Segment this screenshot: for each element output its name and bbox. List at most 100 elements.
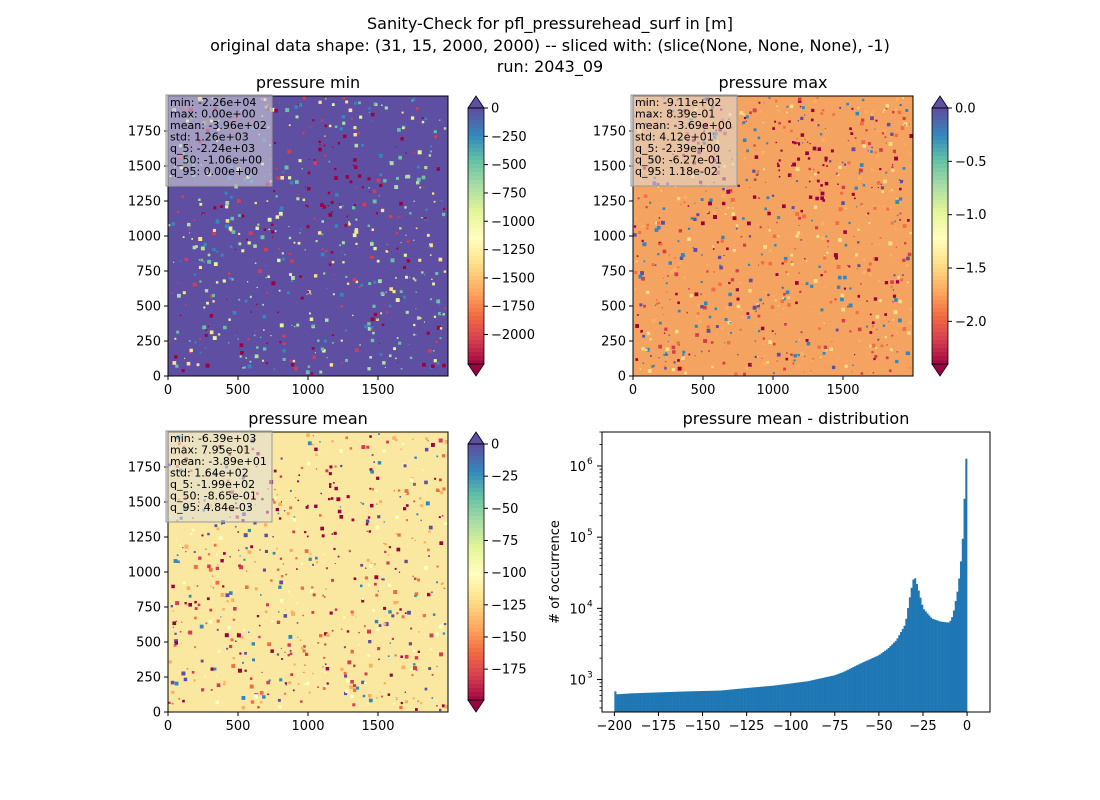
heatmap-cell <box>816 179 820 183</box>
heatmap-cell <box>288 681 292 685</box>
heatmap-cell <box>739 110 744 115</box>
heatmap-cell <box>291 612 295 616</box>
heatmap-cell <box>798 272 800 274</box>
heatmap-cell <box>649 201 652 204</box>
heatmap-cell <box>877 187 879 189</box>
heatmap-cell <box>254 330 257 333</box>
heatmap-cell <box>354 101 357 105</box>
heatmap-cell <box>283 614 288 618</box>
heatmap-cell <box>303 671 305 673</box>
heatmap-cell <box>872 325 875 328</box>
heatmap-cell <box>765 181 767 183</box>
heatmap-cell <box>834 256 838 260</box>
heatmap-cell <box>224 191 228 195</box>
heatmap-cell <box>220 559 224 563</box>
heatmap-cell <box>870 116 874 121</box>
heatmap-cell <box>367 177 371 181</box>
heatmap-cell <box>697 304 701 308</box>
heatmap-cell <box>891 189 894 191</box>
heatmap-cell <box>194 341 197 344</box>
heatmap-cell <box>313 159 316 161</box>
heatmap-cell <box>297 527 299 530</box>
heatmap-cell <box>276 568 280 571</box>
heatmap-cell <box>243 366 246 369</box>
heatmap-cell <box>385 291 387 293</box>
heatmap-cell <box>909 367 911 369</box>
colorbar-segment <box>932 296 948 301</box>
heatmap-cell <box>262 303 264 306</box>
heatmap-cell <box>376 628 380 631</box>
heatmap-cell <box>279 323 284 328</box>
heatmap-cell <box>871 146 873 149</box>
heatmap-cell <box>879 148 883 152</box>
heatmap-cell <box>294 180 299 184</box>
heatmap-cell <box>700 293 702 295</box>
heatmap-cell <box>324 135 326 137</box>
stats-line: std: 1.64e+02 <box>170 467 249 480</box>
heatmap-cell <box>396 232 399 235</box>
heatmap-cell <box>434 477 437 480</box>
heatmap-cell <box>837 174 840 176</box>
heatmap-cell <box>200 246 205 251</box>
heatmap-cell <box>344 224 347 227</box>
heatmap-cell <box>410 116 415 120</box>
histogram-bar <box>706 690 709 712</box>
heatmap-cell <box>224 633 229 638</box>
heatmap-cell <box>231 230 236 234</box>
heatmap-cell <box>247 338 250 341</box>
colorbar-segment <box>468 116 484 121</box>
heatmap-cell <box>768 249 772 253</box>
heatmap-cell <box>766 196 770 200</box>
heatmap-cell <box>270 107 275 112</box>
heatmap-cell <box>798 216 801 220</box>
heatmap-cell <box>442 454 446 458</box>
heatmap-cell <box>367 516 371 519</box>
heatmap-cell <box>229 229 232 232</box>
heatmap-cell <box>220 253 224 257</box>
heatmap-cell <box>372 304 376 308</box>
heatmap-cell <box>413 577 417 580</box>
heatmap-cell <box>284 165 289 170</box>
heatmap-cell <box>405 519 408 522</box>
heatmap-cell <box>305 204 307 206</box>
heatmap-cell <box>249 684 254 689</box>
heatmap-cell <box>304 549 309 553</box>
histogram-bar <box>658 692 661 712</box>
colorbar-segment <box>932 340 948 345</box>
heatmap-cell <box>899 218 902 221</box>
heatmap-cell <box>865 213 869 217</box>
stats-box-background <box>165 430 273 523</box>
histogram-bar <box>734 689 737 712</box>
heatmap-cell <box>875 119 878 122</box>
heatmap-cell <box>404 206 407 209</box>
heatmap-cell <box>668 254 670 256</box>
y-tick-label: 250 <box>136 335 161 350</box>
heatmap-cell <box>352 164 355 166</box>
heatmap-cell <box>415 308 417 310</box>
heatmap-cell <box>388 546 391 549</box>
colorbar-tick-label: −750 <box>491 186 527 201</box>
heatmap-cell <box>877 338 880 341</box>
heatmap-cell <box>192 245 197 250</box>
heatmap-cell <box>311 443 314 446</box>
histogram-bar <box>850 667 853 712</box>
stats-box-background <box>630 94 738 187</box>
heatmap-cell <box>285 683 288 686</box>
heatmap-cell <box>388 304 392 308</box>
heatmap-cell <box>416 181 420 185</box>
heatmap-cell <box>739 282 742 285</box>
histogram-bar <box>783 684 786 712</box>
heatmap-cell <box>388 583 392 587</box>
colorbar-segment <box>468 620 484 625</box>
heatmap-cell <box>245 585 249 589</box>
heatmap-cell <box>247 241 251 245</box>
heatmap-cell <box>771 330 774 332</box>
heatmap-cell <box>735 269 739 273</box>
heatmap-cell <box>389 642 391 644</box>
heatmap-cell <box>860 202 863 206</box>
histogram-bar <box>845 670 848 712</box>
heatmap-cell <box>892 111 895 114</box>
heatmap-cell <box>891 168 895 172</box>
heatmap-cell <box>270 335 272 337</box>
y-tick-label: 1750 <box>593 125 626 140</box>
